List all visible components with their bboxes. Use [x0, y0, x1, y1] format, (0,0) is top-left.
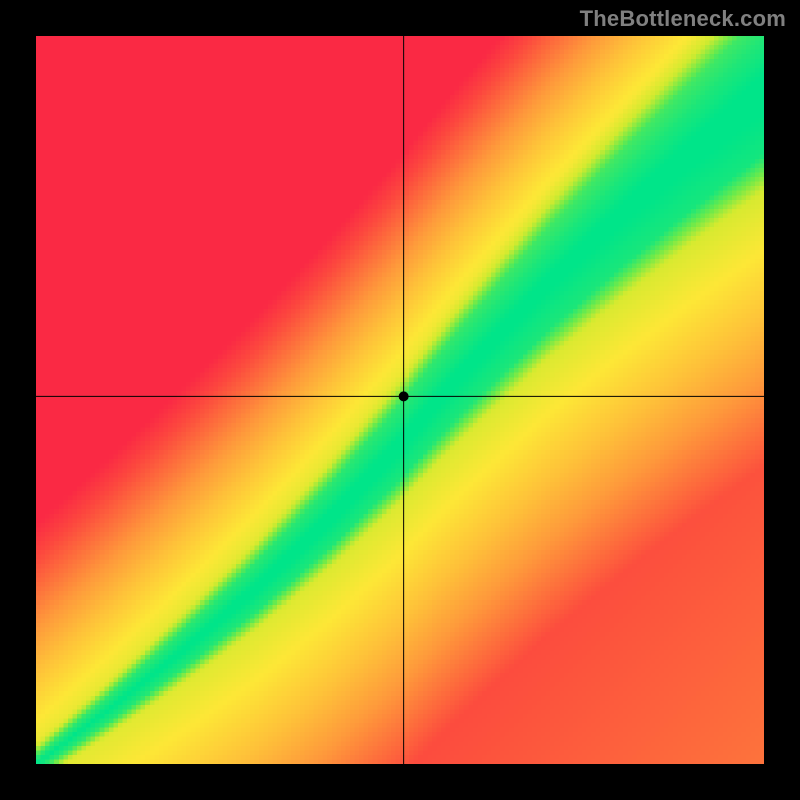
plot-area — [36, 36, 764, 764]
heatmap-canvas — [36, 36, 764, 764]
figure-container: TheBottleneck.com — [0, 0, 800, 800]
source-attribution: TheBottleneck.com — [580, 6, 786, 32]
